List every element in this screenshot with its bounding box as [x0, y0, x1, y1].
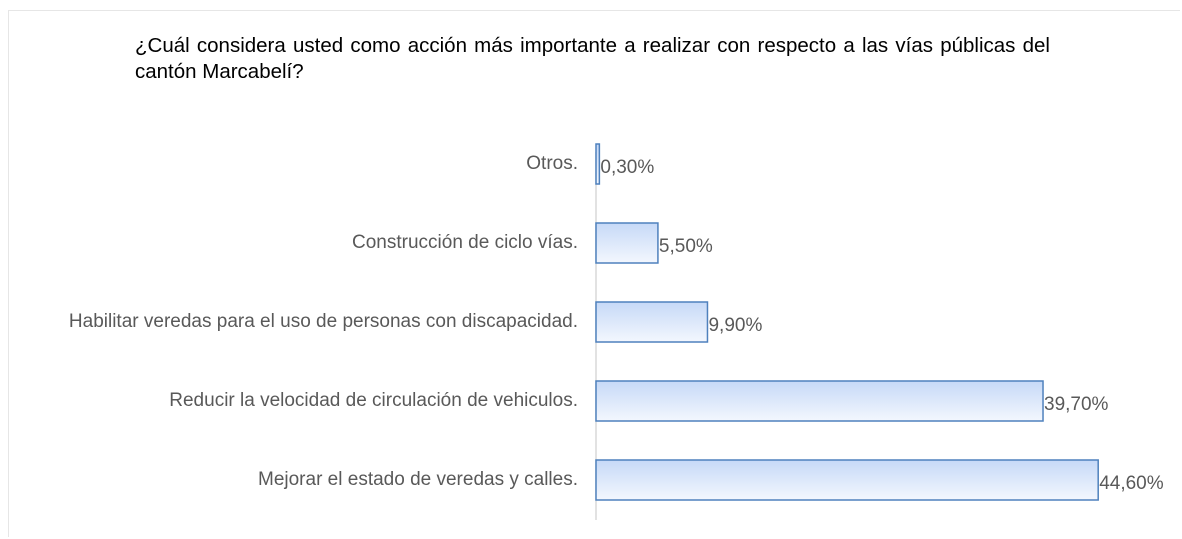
bar [595, 380, 1044, 422]
data-label: 5,50% [659, 236, 713, 257]
bar [595, 459, 1099, 501]
chart-title: ¿Cuál considera usted como acción más im… [135, 34, 1050, 83]
category-label: Construcción de ciclo vías. [352, 232, 578, 253]
bar [595, 143, 601, 185]
data-label: 44,60% [1099, 473, 1164, 494]
data-label: 0,30% [600, 157, 654, 178]
data-label: 39,70% [1044, 394, 1109, 415]
category-label: Otros. [526, 153, 578, 174]
data-label: 9,90% [708, 315, 762, 336]
bar [595, 222, 659, 264]
category-label: Habilitar veredas para el uso de persona… [68, 311, 578, 332]
chart-frame [8, 10, 1180, 537]
category-label: Mejorar el estado de veredas y calles. [258, 469, 578, 490]
category-label: Reducir la velocidad de circulación de v… [169, 390, 578, 411]
bar [595, 301, 709, 343]
